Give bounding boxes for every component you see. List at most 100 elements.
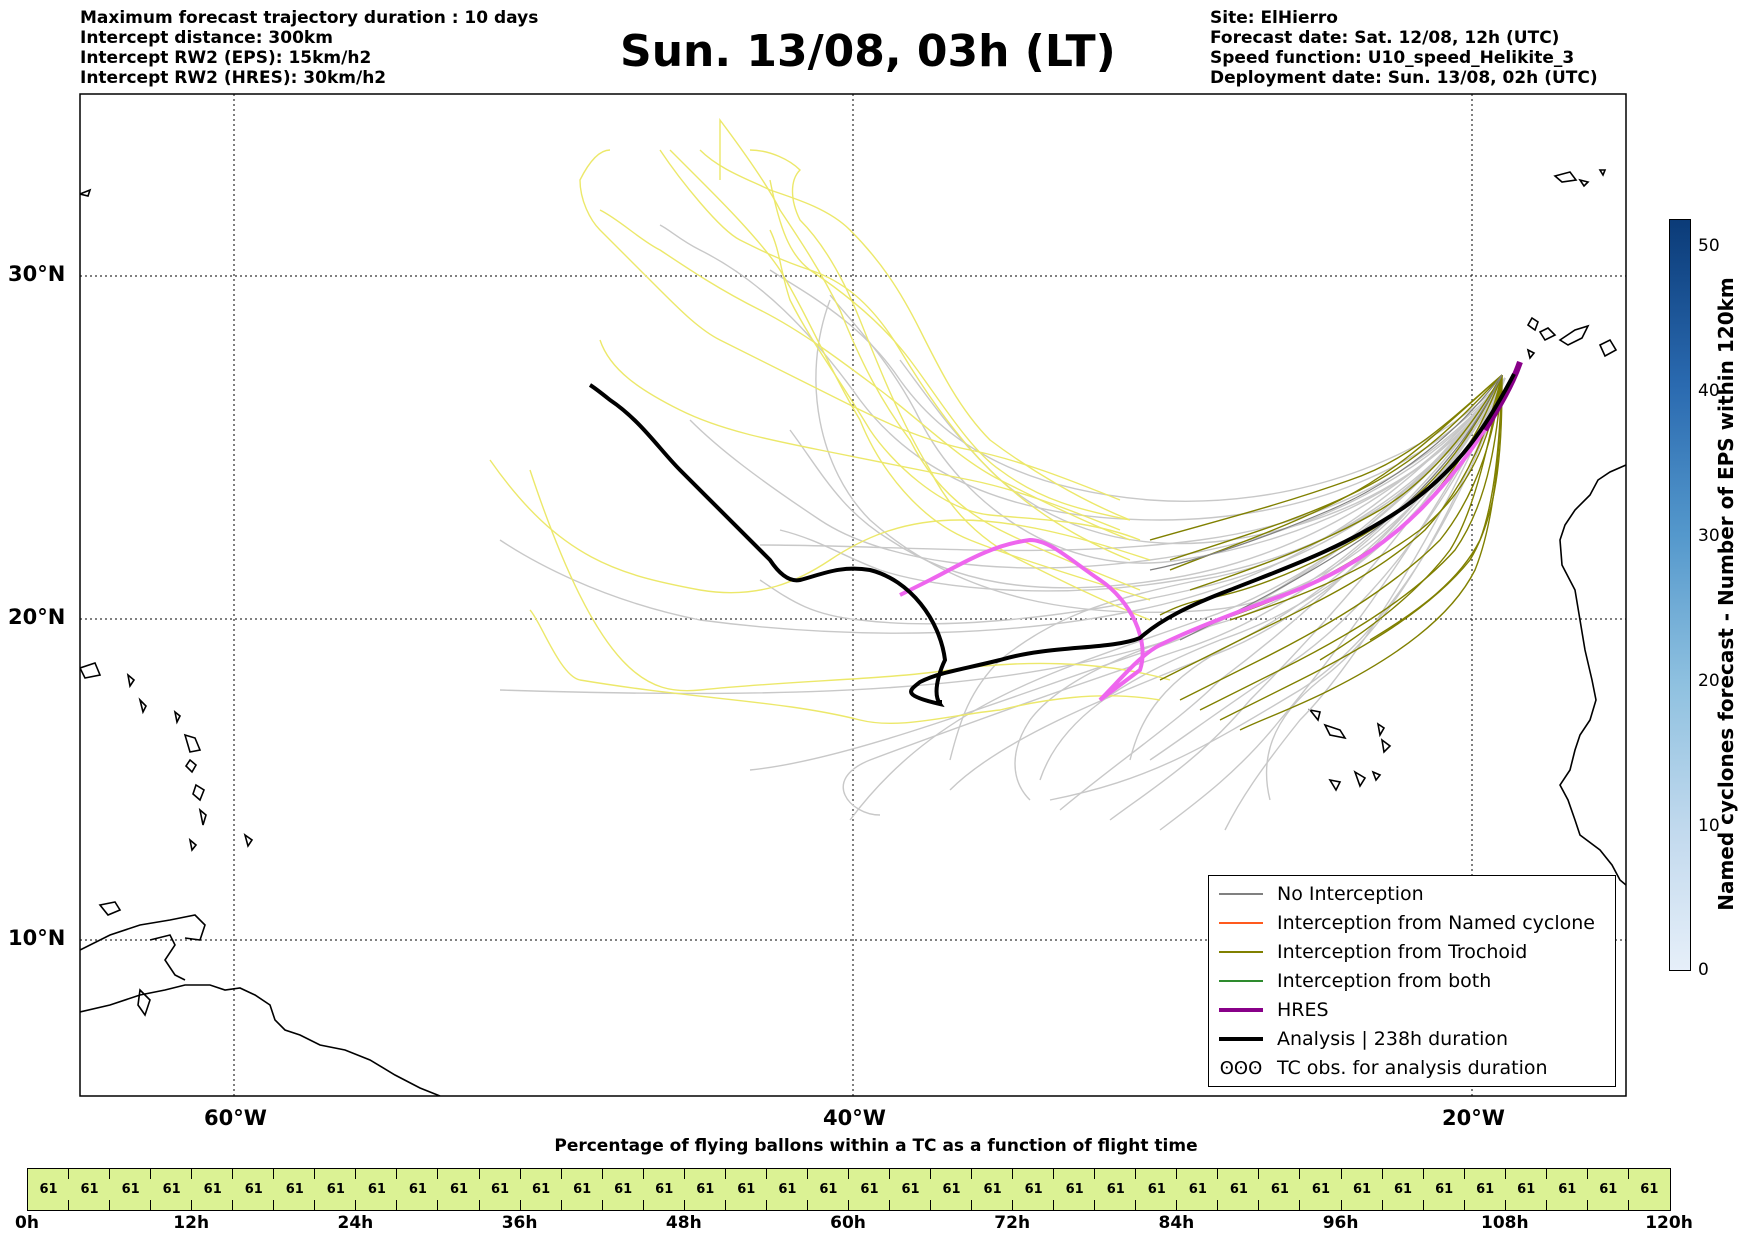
percent-cell: 61 xyxy=(1342,1169,1383,1210)
percent-cell: 61 xyxy=(931,1169,973,1210)
colorbar-tick-20: 20 xyxy=(1698,671,1720,691)
canary-island-3 xyxy=(1598,338,1618,358)
percent-cell: 61 xyxy=(480,1169,521,1210)
legend-label: Analysis | 238h duration xyxy=(1277,1028,1509,1050)
time-tick-label: 84h xyxy=(1158,1213,1195,1233)
percent-cell: 61 xyxy=(438,1169,480,1210)
header-line: Intercept distance: 300km xyxy=(80,28,333,48)
time-tick-label: 12h xyxy=(173,1213,210,1233)
legend-label: Interception from both xyxy=(1277,970,1492,992)
percent-cell: 61 xyxy=(28,1169,70,1210)
azores-2 xyxy=(1578,178,1590,188)
percent-cell: 61 xyxy=(1383,1169,1424,1210)
map-title: Sun. 13/08, 03h (LT) xyxy=(620,26,1116,77)
island-cabo-verde-2 xyxy=(1323,723,1347,740)
coastline-pr xyxy=(98,901,122,916)
header-line: Site: ElHierro xyxy=(1210,8,1338,28)
eps-yellow-trajectories xyxy=(489,117,1171,725)
percent-cell: 61 xyxy=(110,1169,152,1210)
legend-swatch xyxy=(1219,922,1263,924)
percent-bar: 61 61 61 61 61 61 61 61 61 61 61 61 61 61 61 61 61 61 61 61… xyxy=(27,1168,1671,1211)
colorbar xyxy=(1669,219,1691,971)
eps-grey-trajectories xyxy=(499,224,1506,831)
legend-item-no-interception: No Interception xyxy=(1219,881,1424,907)
percent-cell: 61 xyxy=(767,1169,808,1210)
header-info-right: Site: ElHierro Forecast date: Sat. 12/08… xyxy=(1210,8,1598,88)
lat-label-20n: 20°N xyxy=(8,605,66,629)
percent-cell: 61 xyxy=(1547,1169,1588,1210)
legend-label: Interception from Trochoid xyxy=(1277,941,1528,963)
lat-label-10n: 10°N xyxy=(8,926,66,950)
coastline-venezuela-gulf xyxy=(149,934,186,981)
coastline-africa xyxy=(1559,464,1626,886)
lon-label-60w: 60°W xyxy=(204,1106,267,1130)
island-antilles-3 xyxy=(173,710,182,725)
lat-label-30n: 30°N xyxy=(8,262,66,286)
azores-1 xyxy=(1553,171,1578,183)
tc-obs-icon: ʘʘʘ xyxy=(1219,1057,1263,1079)
percent-cell: 61 xyxy=(1506,1169,1547,1210)
percent-cell: 61 xyxy=(603,1169,644,1210)
percent-cell: 61 xyxy=(1588,1169,1629,1210)
island-antilles-9 xyxy=(243,833,254,848)
legend-item-analysis: Analysis | 238h duration xyxy=(1219,1026,1508,1052)
island-cabo-verde-5 xyxy=(1328,778,1342,792)
legend-label: HRES xyxy=(1277,999,1329,1021)
island-trinidad xyxy=(137,988,151,1017)
legend-label: No Interception xyxy=(1277,883,1424,905)
time-tick-label: 36h xyxy=(501,1213,538,1233)
hres-trajectory xyxy=(899,361,1522,702)
hres-trajectory-start xyxy=(1482,361,1523,432)
canary-island-1 xyxy=(1538,327,1557,342)
colorbar-tick-10: 10 xyxy=(1698,816,1720,836)
header-line: Deployment date: Sun. 13/08, 02h (UTC) xyxy=(1210,68,1598,88)
island-antilles-4 xyxy=(183,733,202,753)
header-line: Intercept RW2 (EPS): 15km/h2 xyxy=(80,48,372,68)
header-info-left: Maximum forecast trajectory duration : 1… xyxy=(80,8,538,88)
percent-cell: 61 xyxy=(1300,1169,1342,1210)
time-tick-label: 24h xyxy=(337,1213,374,1233)
time-tick-label: 48h xyxy=(665,1213,702,1233)
percent-cell: 61 xyxy=(397,1169,439,1210)
island-antilles-2 xyxy=(138,697,147,715)
header-line: Intercept RW2 (HRES): 30km/h2 xyxy=(80,68,387,88)
time-tick-label: 0h xyxy=(15,1213,39,1233)
time-tick-label: 60h xyxy=(830,1213,866,1233)
coastlines xyxy=(80,169,1626,1096)
legend-swatch xyxy=(1219,951,1263,953)
canary-island-2 xyxy=(1558,324,1590,346)
percent-cell: 61 xyxy=(1259,1169,1301,1210)
colorbar-tick-40: 40 xyxy=(1698,381,1720,401)
map-frame xyxy=(79,93,1627,1097)
legend-swatch xyxy=(1219,1008,1263,1012)
percent-cell: 61 xyxy=(644,1169,685,1210)
percent-cell: 61 xyxy=(274,1169,316,1210)
island-cabo-verde-1 xyxy=(1308,708,1321,722)
north-island-left xyxy=(80,188,92,197)
legend-item-named-cyclone: Interception from Named cyclone xyxy=(1219,910,1595,936)
colorbar-tick-0: 0 xyxy=(1698,960,1709,980)
percent-cell: 61 xyxy=(192,1169,234,1210)
legend-item-tc-obs: ʘʘʘ TC obs. for analysis duration xyxy=(1219,1055,1548,1081)
colorbar-tick-50: 50 xyxy=(1698,236,1720,256)
canary-island-4 xyxy=(1526,348,1536,360)
island-antilles-6 xyxy=(192,783,205,802)
percent-cell: 61 xyxy=(1424,1169,1465,1210)
colorbar-tick-30: 30 xyxy=(1698,526,1720,546)
map-legend: No Interception Interception from Named … xyxy=(1208,875,1616,1087)
percent-cell: 61 xyxy=(1177,1169,1219,1210)
percent-cell: 61 xyxy=(356,1169,398,1210)
legend-swatch xyxy=(1219,980,1263,982)
percent-cell: 61 xyxy=(562,1169,603,1210)
island-cabo-verde-3 xyxy=(1376,722,1386,738)
percent-cell: 61 xyxy=(808,1169,849,1210)
percent-cell: 61 xyxy=(1465,1169,1506,1210)
legend-swatch xyxy=(1219,1037,1263,1041)
island-cabo-verde-4 xyxy=(1380,738,1392,754)
percent-cell: 61 xyxy=(1640,1182,1659,1197)
header-line: Forecast date: Sat. 12/08, 12h (UTC) xyxy=(1210,28,1560,48)
percent-cell: 61 xyxy=(69,1169,111,1210)
legend-label: TC obs. for analysis duration xyxy=(1277,1057,1548,1079)
legend-item-trochoid: Interception from Trochoid xyxy=(1219,939,1527,965)
percent-cell: 61 xyxy=(685,1169,726,1210)
